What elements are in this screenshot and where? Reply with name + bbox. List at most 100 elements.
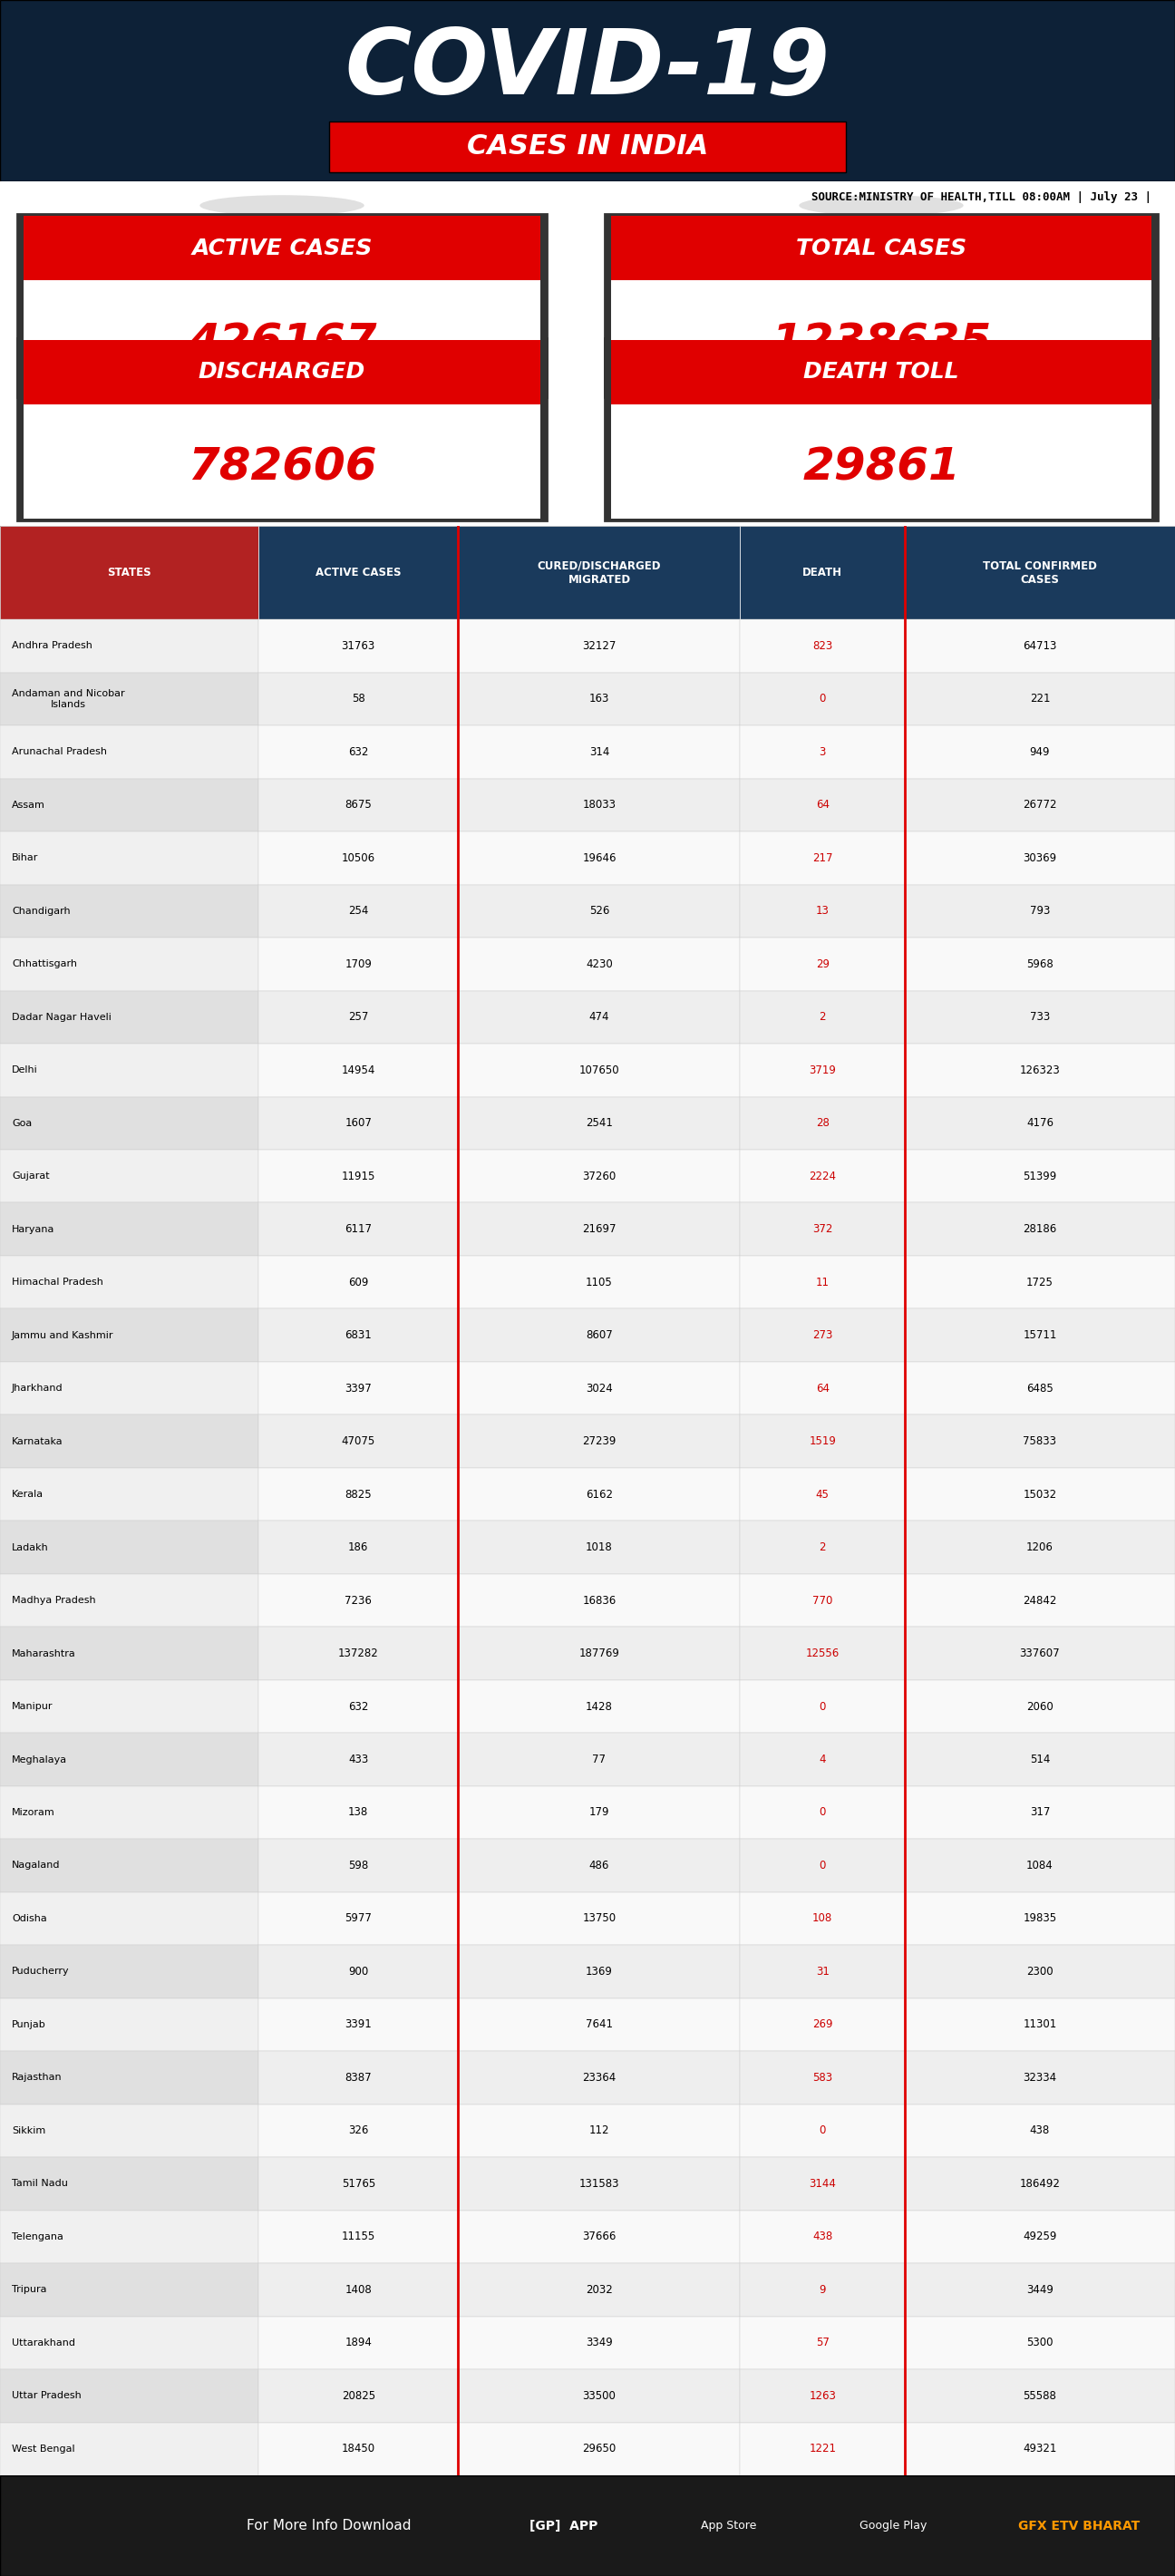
Text: 4176: 4176 [1026, 1118, 1054, 1128]
Text: 51765: 51765 [342, 2177, 375, 2190]
Text: TOTAL CASES: TOTAL CASES [795, 237, 967, 260]
Text: Arunachal Pradesh: Arunachal Pradesh [12, 747, 107, 757]
Text: 47075: 47075 [342, 1435, 375, 1448]
Text: Tripura: Tripura [12, 2285, 47, 2295]
FancyBboxPatch shape [0, 2370, 258, 2421]
FancyBboxPatch shape [258, 992, 458, 1043]
Text: 29: 29 [815, 958, 830, 971]
FancyBboxPatch shape [458, 1309, 740, 1363]
Text: COVID-19: COVID-19 [345, 26, 830, 113]
FancyBboxPatch shape [905, 778, 1175, 832]
FancyBboxPatch shape [905, 1097, 1175, 1149]
Text: Goa: Goa [12, 1118, 32, 1128]
FancyBboxPatch shape [458, 778, 740, 832]
FancyBboxPatch shape [24, 216, 540, 394]
FancyBboxPatch shape [611, 340, 1152, 404]
Text: 163: 163 [589, 693, 610, 706]
Text: 273: 273 [812, 1329, 833, 1342]
FancyBboxPatch shape [458, 672, 740, 726]
Text: 11915: 11915 [342, 1170, 375, 1182]
Text: 1725: 1725 [1026, 1275, 1054, 1288]
Text: 438: 438 [812, 2231, 833, 2244]
FancyBboxPatch shape [740, 2210, 905, 2264]
FancyBboxPatch shape [458, 832, 740, 884]
FancyBboxPatch shape [905, 1149, 1175, 1203]
Text: 137282: 137282 [338, 1649, 378, 1659]
FancyBboxPatch shape [905, 1734, 1175, 1785]
FancyBboxPatch shape [458, 1628, 740, 1680]
Text: 632: 632 [348, 747, 369, 757]
FancyBboxPatch shape [740, 1893, 905, 1945]
FancyBboxPatch shape [0, 1255, 258, 1309]
FancyBboxPatch shape [905, 1255, 1175, 1309]
FancyBboxPatch shape [0, 2264, 258, 2316]
Text: Chhattisgarh: Chhattisgarh [12, 961, 78, 969]
Text: Tamil Nadu: Tamil Nadu [12, 2179, 68, 2187]
FancyBboxPatch shape [258, 618, 458, 672]
Text: 29861: 29861 [803, 446, 960, 489]
Text: 21697: 21697 [583, 1224, 616, 1234]
FancyBboxPatch shape [740, 1839, 905, 1893]
FancyBboxPatch shape [0, 618, 258, 672]
FancyBboxPatch shape [458, 1734, 740, 1785]
Text: CURED/DISCHARGED
MIGRATED: CURED/DISCHARGED MIGRATED [537, 559, 662, 585]
Text: 58: 58 [351, 693, 365, 706]
Text: Mizoram: Mizoram [12, 1808, 55, 1816]
Text: 0: 0 [819, 1860, 826, 1870]
FancyBboxPatch shape [740, 832, 905, 884]
Text: 1607: 1607 [344, 1118, 372, 1128]
Text: 2: 2 [819, 1012, 826, 1023]
FancyBboxPatch shape [0, 1734, 258, 1785]
FancyBboxPatch shape [905, 1839, 1175, 1893]
FancyBboxPatch shape [258, 778, 458, 832]
FancyBboxPatch shape [0, 938, 258, 992]
FancyBboxPatch shape [740, 778, 905, 832]
FancyBboxPatch shape [18, 214, 546, 397]
FancyBboxPatch shape [0, 2210, 258, 2264]
FancyBboxPatch shape [905, 1999, 1175, 2050]
Text: 583: 583 [812, 2071, 833, 2084]
FancyBboxPatch shape [905, 992, 1175, 1043]
Text: 30369: 30369 [1023, 853, 1056, 863]
FancyBboxPatch shape [258, 2105, 458, 2156]
FancyBboxPatch shape [905, 2210, 1175, 2264]
Text: 2: 2 [819, 1540, 826, 1553]
FancyBboxPatch shape [740, 618, 905, 672]
FancyBboxPatch shape [329, 121, 846, 173]
Text: DEATH TOLL: DEATH TOLL [804, 361, 959, 384]
Text: 782606: 782606 [188, 446, 376, 489]
Text: 8825: 8825 [345, 1489, 371, 1499]
FancyBboxPatch shape [740, 1680, 905, 1734]
FancyBboxPatch shape [740, 526, 905, 618]
Text: 6162: 6162 [585, 1489, 613, 1499]
Text: 27239: 27239 [583, 1435, 616, 1448]
FancyBboxPatch shape [458, 884, 740, 938]
Text: 32127: 32127 [583, 639, 616, 652]
Text: 10506: 10506 [342, 853, 375, 863]
FancyBboxPatch shape [258, 1203, 458, 1255]
FancyBboxPatch shape [0, 1309, 258, 1363]
FancyBboxPatch shape [740, 2050, 905, 2105]
FancyBboxPatch shape [258, 1097, 458, 1149]
FancyBboxPatch shape [740, 1520, 905, 1574]
FancyBboxPatch shape [458, 2210, 740, 2264]
FancyBboxPatch shape [258, 1414, 458, 1468]
FancyBboxPatch shape [258, 1149, 458, 1203]
FancyBboxPatch shape [458, 618, 740, 672]
FancyBboxPatch shape [458, 1468, 740, 1520]
FancyBboxPatch shape [258, 938, 458, 992]
Text: 28186: 28186 [1023, 1224, 1056, 1234]
Text: 1519: 1519 [808, 1435, 837, 1448]
Text: 1206: 1206 [1026, 1540, 1054, 1553]
Text: 5300: 5300 [1027, 2336, 1053, 2349]
Text: Himachal Pradesh: Himachal Pradesh [12, 1278, 103, 1288]
Text: App Store: App Store [700, 2519, 757, 2532]
Text: Sikkim: Sikkim [12, 2125, 46, 2136]
FancyBboxPatch shape [24, 340, 540, 404]
FancyBboxPatch shape [0, 1893, 258, 1945]
FancyBboxPatch shape [0, 1628, 258, 1680]
Text: 1018: 1018 [586, 1540, 612, 1553]
Text: 1084: 1084 [1027, 1860, 1053, 1870]
FancyBboxPatch shape [0, 0, 1175, 180]
Text: 37260: 37260 [583, 1170, 616, 1182]
